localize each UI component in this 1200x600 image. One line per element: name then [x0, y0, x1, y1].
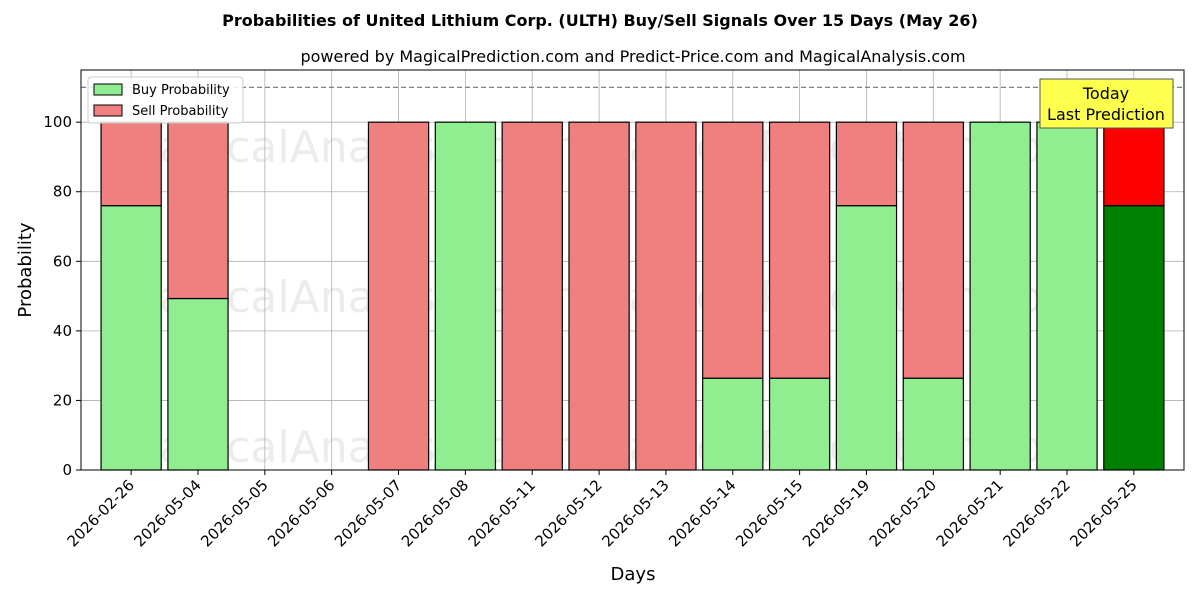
buy-bar-2026-05-04 [167, 297, 229, 471]
y-tick-label: 20 [53, 391, 72, 409]
x-tick-label: 2026-05-14 [665, 476, 739, 550]
x-tick-label: 2026-05-07 [331, 476, 405, 550]
x-axis-label: Days [611, 564, 656, 585]
sell-bar-2026-05-04 [167, 121, 229, 300]
buy-bar-2026-05-25 [1103, 205, 1165, 471]
buy-bar-2026-02-26 [100, 205, 162, 471]
x-tick-label: 2026-05-08 [398, 476, 472, 550]
sell-bar-2026-05-15 [768, 121, 831, 379]
annotation-text: Last Prediction [1047, 105, 1165, 124]
legend-label: Sell Probability [132, 104, 229, 119]
y-tick-label: 40 [53, 322, 72, 340]
buy-bar-2026-05-14 [702, 377, 764, 471]
x-tick-label: 2026-05-06 [264, 476, 338, 550]
chart-subtitle: powered by MagicalPrediction.com and Pre… [300, 47, 965, 66]
x-tick-label: 2026-05-25 [1066, 476, 1140, 550]
legend-box [87, 76, 244, 124]
bar-layer [81, 86, 1184, 471]
sell-bar-2026-05-19 [835, 121, 898, 207]
buy-bar-2026-05-19 [835, 205, 898, 471]
x-tick-label: 2026-02-26 [64, 476, 138, 550]
chart-title: Probabilities of United Lithium Corp. (U… [222, 11, 978, 30]
x-tick-label: 2026-05-20 [866, 476, 940, 550]
sell-bar-2026-05-07 [367, 121, 430, 471]
plot-frame [80, 69, 1185, 471]
legend: Buy Probability Sell Probability [87, 76, 244, 124]
buy-bar-2026-05-15 [768, 377, 831, 471]
sell-bar-2026-05-14 [702, 121, 764, 379]
sell-bar-2026-05-25 [1103, 121, 1165, 207]
x-tick-label: 2026-05-19 [799, 476, 873, 550]
legend-swatch [93, 83, 123, 96]
annotation-text: Today [1082, 84, 1129, 103]
x-tick-label: 2026-05-22 [999, 476, 1073, 550]
legend-label: Buy Probability [132, 83, 230, 98]
buy-bar-2026-05-08 [434, 121, 497, 471]
legend-swatch [93, 104, 123, 117]
sell-bar-2026-05-13 [635, 121, 697, 471]
x-tick-label: 2026-05-21 [933, 476, 1007, 550]
x-tick-label: 2026-05-04 [130, 476, 204, 550]
y-tick-label: 0 [62, 461, 72, 479]
y-axis-label: Probability [15, 222, 36, 317]
y-tick-label: 60 [53, 252, 72, 270]
x-tick-label: 2026-05-12 [532, 476, 606, 550]
x-tick-label: 2026-05-11 [465, 476, 539, 550]
buy-bar-2026-05-20 [902, 377, 965, 471]
sell-bar-2026-05-11 [501, 121, 563, 471]
annotation-box [1039, 78, 1174, 129]
buy-bar-2026-05-21 [969, 121, 1031, 471]
x-tick-label: 2026-05-05 [197, 476, 271, 550]
x-tick-label: 2026-05-13 [598, 476, 672, 550]
x-tick-label: 2026-05-15 [732, 476, 806, 550]
y-tick-label: 80 [53, 183, 72, 201]
today-annotation: Today Last Prediction [1039, 78, 1174, 129]
sell-bar-2026-02-26 [100, 121, 162, 207]
y-tick-label: 100 [43, 113, 72, 131]
sell-bar-2026-05-12 [568, 121, 630, 471]
sell-bar-2026-05-20 [902, 121, 965, 379]
buy-bar-2026-05-22 [1036, 121, 1098, 471]
